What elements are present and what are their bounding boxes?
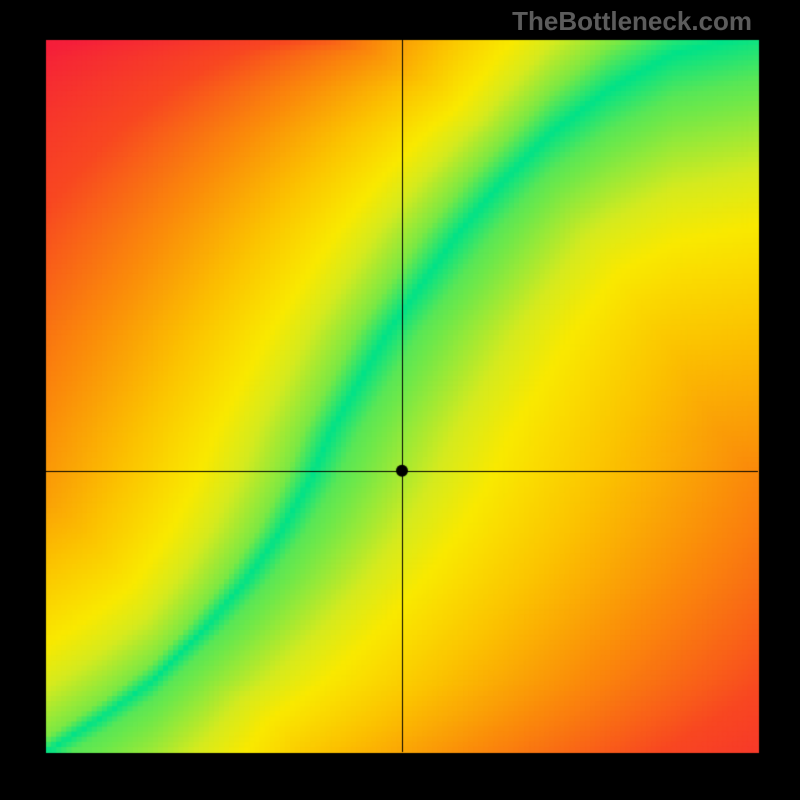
bottleneck-heatmap-container: TheBottleneck.com	[0, 0, 800, 800]
watermark-text: TheBottleneck.com	[512, 6, 752, 37]
bottleneck-heatmap-canvas	[0, 0, 800, 800]
